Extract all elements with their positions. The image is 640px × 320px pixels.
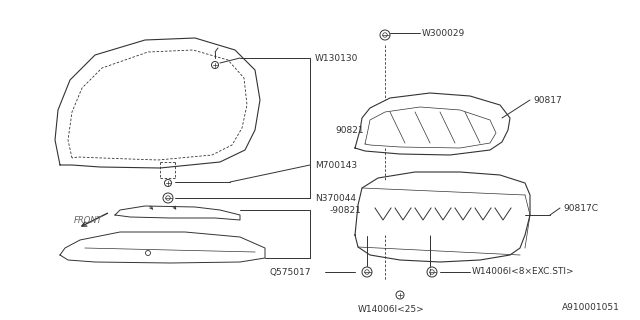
Text: A910001051: A910001051: [562, 303, 620, 312]
Text: 90817: 90817: [533, 95, 562, 105]
Text: W14006l<8×EXC.STI>: W14006l<8×EXC.STI>: [472, 268, 575, 276]
Text: -90821: -90821: [330, 205, 362, 214]
Text: FRONT: FRONT: [74, 215, 102, 225]
Text: Q575017: Q575017: [270, 268, 312, 276]
Text: N370044: N370044: [315, 194, 356, 203]
Text: 90817C: 90817C: [563, 204, 598, 212]
Text: 90821: 90821: [335, 125, 364, 134]
Text: W130130: W130130: [315, 53, 358, 62]
Text: M700143: M700143: [315, 161, 357, 170]
Text: W14006l<25>: W14006l<25>: [358, 306, 425, 315]
Text: W300029: W300029: [422, 28, 465, 37]
